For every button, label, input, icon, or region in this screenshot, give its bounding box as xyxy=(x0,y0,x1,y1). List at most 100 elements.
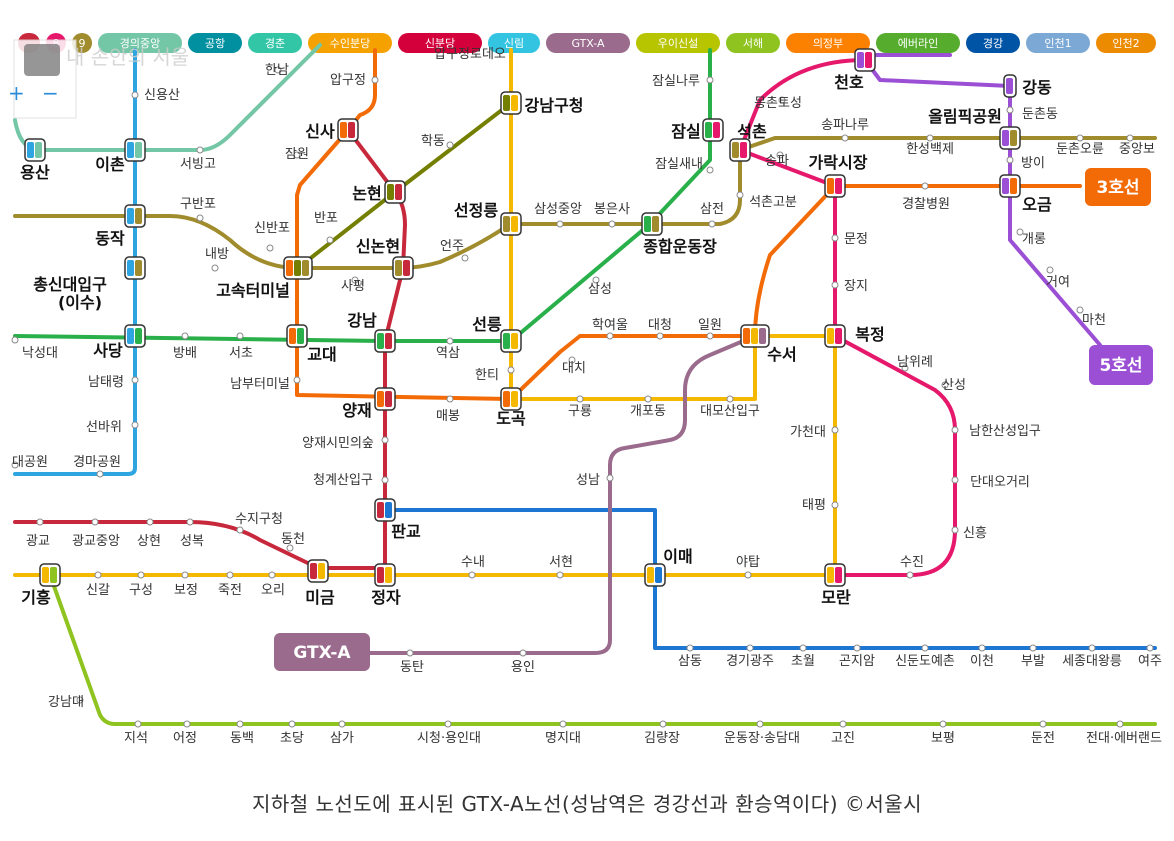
station-dot xyxy=(644,395,652,403)
route-suin xyxy=(13,48,837,577)
station-bokjeong[interactable] xyxy=(824,324,846,348)
legend-item[interactable]: 경의중앙 xyxy=(98,33,182,53)
station-dongjak[interactable] xyxy=(124,204,146,228)
station-dot xyxy=(1116,720,1124,728)
station-gangdong[interactable] xyxy=(1003,74,1017,98)
station-label-gacheon: 가천대 xyxy=(790,425,826,440)
legend-label: 서해 xyxy=(743,36,763,50)
badge-label: GTX-A xyxy=(293,643,351,663)
station-label-jukjeon: 죽전 xyxy=(218,583,242,598)
station-dot xyxy=(11,336,19,344)
station-dot xyxy=(268,571,276,579)
station-label-apgujeong: 압구정 xyxy=(330,73,366,88)
station-name-jamsil: 잠실 xyxy=(671,122,700,141)
station-yangjae[interactable] xyxy=(374,387,396,411)
line-chip xyxy=(759,328,766,344)
legend-item[interactable]: 공항 xyxy=(188,33,242,53)
station-sportscomplex[interactable] xyxy=(641,212,663,236)
station-dot xyxy=(556,220,564,228)
station-jeongja[interactable] xyxy=(374,563,396,587)
legend-item[interactable]: 신분당 xyxy=(398,33,482,53)
station-dot xyxy=(186,518,194,526)
legend-item[interactable]: 인천2 xyxy=(1096,33,1156,53)
transfer-stations[interactable] xyxy=(24,48,1021,587)
station-gangnamgu[interactable] xyxy=(500,91,522,115)
legend-item[interactable]: GTX-A xyxy=(546,33,630,53)
station-dot xyxy=(686,644,694,652)
station-dot xyxy=(831,501,839,509)
station-gangnam[interactable] xyxy=(374,329,396,353)
legend-item[interactable]: 신림 xyxy=(488,33,540,53)
legend-item[interactable]: 9 xyxy=(72,33,92,53)
station-gyodae[interactable] xyxy=(286,324,308,348)
station-migeum[interactable] xyxy=(307,559,329,583)
station-dot xyxy=(196,146,204,154)
map-canvas[interactable]: 89경의중앙공항경춘수인분당신분당신림GTX-A우이신설서해의정부에버라인경강인… xyxy=(0,0,1174,790)
line-chip xyxy=(302,260,309,276)
line-chip xyxy=(835,567,842,583)
station-cheonho[interactable] xyxy=(854,48,876,72)
station-label-yeoksam: 역삼 xyxy=(436,346,460,361)
route-line3 xyxy=(295,48,1082,401)
station-giheung[interactable] xyxy=(39,563,61,587)
line-chip xyxy=(865,52,872,68)
station-suseo[interactable] xyxy=(740,324,770,348)
zoom-minus-icon: − xyxy=(42,81,59,105)
line-chip xyxy=(135,328,142,344)
legend-item[interactable]: 경강 xyxy=(966,33,1020,53)
station-seokchon[interactable] xyxy=(729,138,751,162)
station-nonhyeon[interactable] xyxy=(384,180,406,204)
station-seolleung[interactable] xyxy=(500,329,522,353)
station-express[interactable] xyxy=(283,256,313,280)
legend-item[interactable]: 의정부 xyxy=(786,33,870,53)
station-moran[interactable] xyxy=(824,563,846,587)
station-dot xyxy=(939,720,947,728)
legend-item[interactable]: 에버라인 xyxy=(876,33,960,53)
station-sinsa[interactable] xyxy=(337,118,359,142)
station-dot xyxy=(941,381,949,389)
station-dot xyxy=(137,571,145,579)
station-dot xyxy=(406,649,414,657)
legend-item[interactable]: 인천1 xyxy=(1026,33,1090,53)
badge-background xyxy=(274,633,370,671)
station-label-seokchongobun: 석촌고분 xyxy=(749,195,797,210)
station-label-dunjeon: 둔전 xyxy=(1031,731,1055,746)
station-seonjeongneung[interactable] xyxy=(500,212,522,236)
station-label-yongin: 용인 xyxy=(511,660,535,675)
legend-item[interactable]: 우이신설 xyxy=(636,33,720,53)
station-yongsan[interactable] xyxy=(24,138,46,162)
legend-swatch xyxy=(1096,33,1156,53)
station-dot xyxy=(181,332,189,340)
minor-station-dots xyxy=(11,66,1154,728)
station-olympic[interactable] xyxy=(999,126,1021,150)
station-name-bokjeong: 복정 xyxy=(855,325,884,344)
legend-item[interactable]: 경춘 xyxy=(248,33,302,53)
station-jamsil[interactable] xyxy=(702,118,724,142)
station-imae[interactable] xyxy=(644,563,666,587)
legend-item[interactable]: 수인분당 xyxy=(308,33,392,53)
station-name-giheung: 기흥 xyxy=(21,588,51,607)
station-garak[interactable] xyxy=(824,174,846,198)
station-label-bangi: 방이 xyxy=(1021,156,1045,171)
station-dot xyxy=(381,476,389,484)
station-label-everland: 전대·에버랜드 xyxy=(1086,731,1162,746)
station-label-seohyeon: 서현 xyxy=(549,555,573,570)
station-label-gaerong: 개롱 xyxy=(1022,232,1046,247)
station-label-dongbaek: 동백 xyxy=(230,731,254,746)
station-dot xyxy=(131,421,139,429)
station-sadang[interactable] xyxy=(124,324,146,348)
station-ichon[interactable] xyxy=(124,138,146,162)
station-sinnonhyeon[interactable] xyxy=(392,256,414,280)
line-chip xyxy=(377,391,384,407)
station-pangyo[interactable] xyxy=(374,498,396,522)
station-chongsin[interactable] xyxy=(124,256,146,280)
legend-item[interactable]: 서해 xyxy=(726,33,780,53)
station-dogok[interactable] xyxy=(500,387,522,411)
station-dot xyxy=(608,220,616,228)
station-ogeum[interactable] xyxy=(999,174,1021,198)
station-dot xyxy=(146,518,154,526)
station-label-eojeong: 어정 xyxy=(173,731,197,746)
station-label-dunchonoryun: 둔촌오륜 xyxy=(1056,142,1104,157)
station-dot xyxy=(134,720,142,728)
